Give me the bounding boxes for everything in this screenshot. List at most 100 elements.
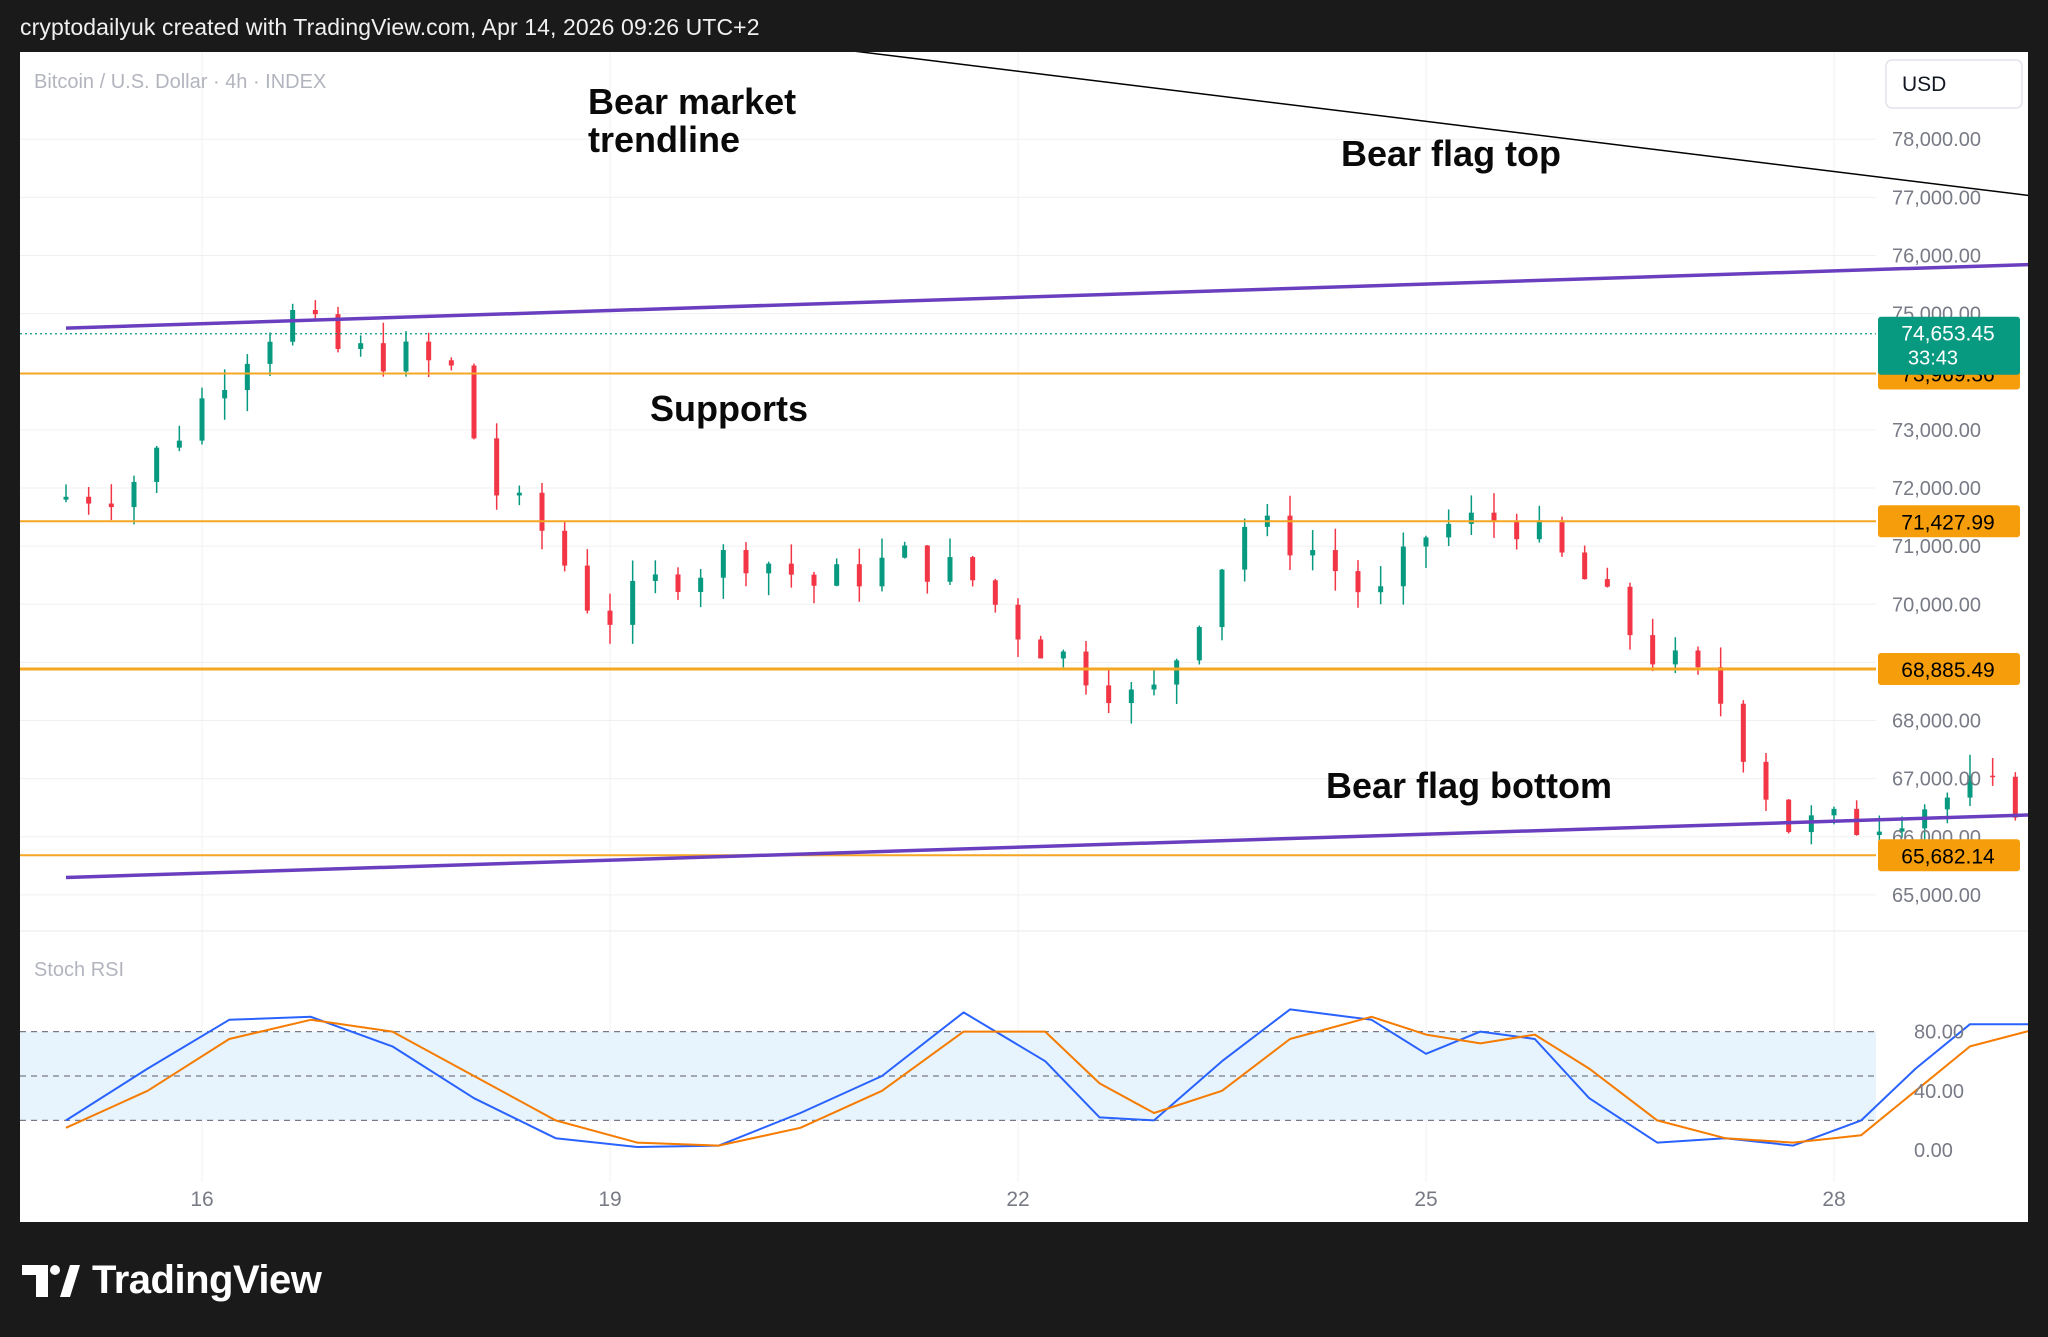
candle-down — [380, 343, 386, 372]
support-price-tag — [1878, 653, 2020, 686]
price-tick-label: 73,000.00 — [1892, 420, 1981, 442]
price-tick-label: 67,000.00 — [1892, 769, 1981, 791]
candle-down — [788, 563, 794, 575]
last-price-label: 74,653.45 — [1901, 323, 1994, 346]
candle-up — [63, 496, 69, 500]
candle-up — [1876, 831, 1882, 835]
price-tick-label: 71,000.00 — [1892, 536, 1981, 558]
chart-frame[interactable]: Bear market trendline Bear flag top Support… — [20, 52, 2028, 1222]
candle-down — [924, 545, 930, 582]
currency-label: USD — [1902, 73, 1946, 96]
candle-down — [1332, 550, 1338, 572]
stoch-k-line — [65, 1008, 2028, 1148]
tradingview-brand-name: TradingView — [92, 1258, 322, 1302]
candle-up — [1808, 815, 1814, 833]
time-tick-label: 22 — [1006, 1188, 1029, 1211]
candle-down — [856, 564, 862, 587]
candle-up — [131, 481, 137, 508]
bear-flag-bottom — [65, 813, 2028, 880]
support-price-label: 71,427.99 — [1901, 511, 1994, 534]
candle-down — [811, 574, 817, 586]
candle-down — [1559, 520, 1565, 553]
bear-market-trendline — [855, 52, 2028, 197]
time-tick-label: 16 — [190, 1188, 213, 1211]
candle-up — [1174, 660, 1180, 685]
candle-down — [1582, 552, 1588, 580]
stoch-d-line — [65, 1015, 2028, 1147]
price-tick-label: 70,000.00 — [1892, 594, 1981, 616]
candle-up — [652, 574, 658, 581]
currency-button[interactable] — [1885, 59, 2023, 109]
candle-up — [222, 390, 228, 399]
candle-up — [947, 557, 953, 582]
candle-up — [516, 492, 522, 496]
candle-down — [1514, 521, 1520, 540]
candle-down — [1695, 650, 1701, 668]
tradingview-logo: TradingView — [22, 1258, 322, 1303]
candle-down — [2012, 776, 2018, 818]
candle-down — [1990, 775, 1996, 778]
candle-up — [244, 363, 250, 391]
candle-up — [720, 550, 726, 578]
candle-up — [403, 341, 409, 372]
price-tick-label: 77,000.00 — [1892, 187, 1981, 209]
candle-up — [1310, 550, 1316, 556]
candle-down — [1650, 635, 1656, 665]
candle-down — [312, 309, 318, 315]
candle-down — [426, 341, 432, 361]
candle-up — [1536, 520, 1542, 540]
candle-up — [1060, 651, 1066, 659]
candle-up — [358, 343, 364, 349]
candle-up — [1400, 546, 1406, 587]
chart-attribution: cryptodailyuk created with TradingView.c… — [20, 14, 760, 40]
candle-down — [335, 314, 341, 349]
candle-up — [1831, 808, 1837, 816]
candle-up — [267, 341, 273, 364]
bear-market-trendline-label: Bear market trendline — [588, 81, 796, 160]
candle-down — [494, 438, 500, 496]
candle-up — [1128, 689, 1134, 704]
candle-up — [698, 577, 704, 592]
support-price-label: 68,885.49 — [1901, 659, 1994, 682]
candle-down — [970, 557, 976, 581]
candle-down — [86, 496, 92, 504]
stoch-tick-label: 80.00 — [1914, 1022, 1964, 1044]
bear-flag-top — [65, 262, 2028, 330]
candle-down — [1604, 579, 1610, 587]
candle-down — [108, 503, 114, 508]
candle-down — [562, 530, 568, 566]
candle-down — [1287, 515, 1293, 556]
candle-down — [539, 492, 545, 531]
candle-down — [675, 574, 681, 592]
candle-up — [154, 447, 160, 482]
candle-down — [1491, 512, 1497, 522]
last-price-tag — [1878, 316, 2020, 375]
candle-up — [879, 557, 885, 587]
candle-up — [1423, 537, 1429, 547]
candle-up — [1899, 828, 1905, 832]
support-price-tag — [1878, 839, 2020, 872]
time-tick-label: 19 — [598, 1188, 621, 1211]
supports-label: Supports — [650, 388, 808, 429]
symbol-label: Bitcoin / U.S. Dollar · 4h · INDEX — [34, 71, 326, 93]
candle-down — [992, 580, 998, 605]
stoch-rsi-label: Stoch RSI — [34, 959, 124, 981]
candle-down — [1786, 799, 1792, 833]
candle-countdown-label: 33:43 — [1908, 348, 1958, 370]
candle-down — [1355, 571, 1361, 593]
candle-down — [743, 550, 749, 574]
time-tick-label: 28 — [1822, 1188, 1845, 1211]
candle-down — [1038, 639, 1044, 659]
candle-down — [1718, 667, 1724, 704]
candle-up — [1196, 627, 1202, 661]
candle-up — [1378, 586, 1384, 593]
candle-up — [902, 545, 908, 558]
chart-canvas: Bear market trendline Bear flag top Support… — [20, 52, 2028, 1211]
candle-up — [176, 440, 182, 448]
support-price-tag — [1878, 505, 2020, 538]
candle-up — [766, 563, 772, 574]
candle-down — [1627, 586, 1633, 636]
candle-down — [1015, 604, 1021, 640]
price-tick-label: 68,000.00 — [1892, 711, 1981, 733]
price-tick-label: 78,000.00 — [1892, 129, 1981, 151]
